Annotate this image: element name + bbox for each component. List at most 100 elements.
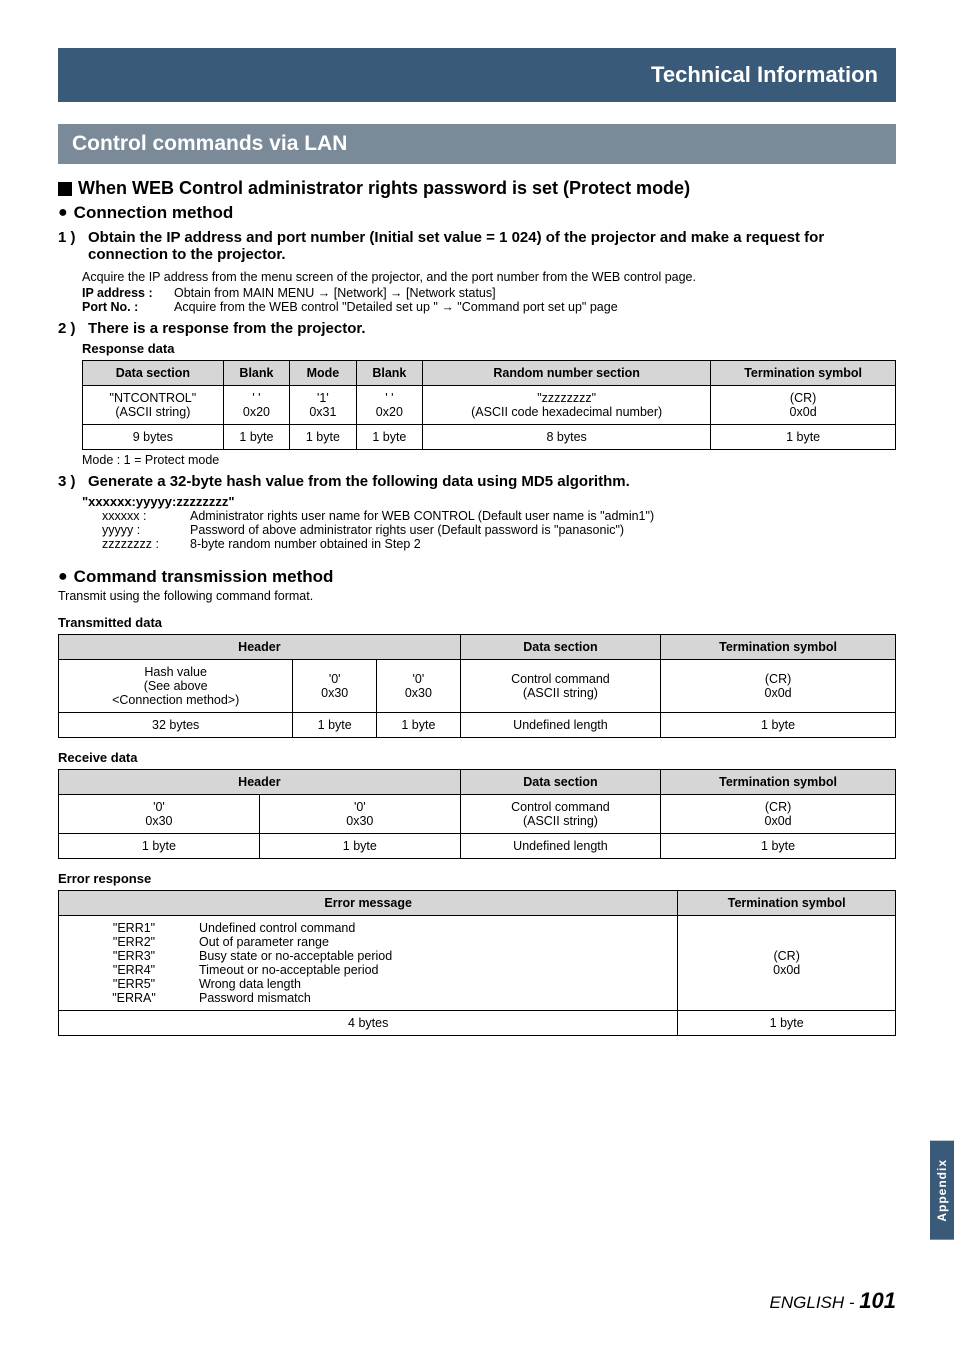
err-code: "ERRA" (69, 991, 199, 1005)
def-row: zzzzzzzz : 8-byte random number obtained… (102, 537, 896, 551)
td: 8 bytes (423, 424, 711, 449)
td: "NTCONTROL" (ASCII string) (83, 385, 224, 424)
step-2-num: 2 ) (58, 320, 82, 337)
err-msg-cell: "ERR1"Undefined control command "ERR2"Ou… (59, 915, 678, 1010)
step-3-title: Generate a 32-byte hash value from the f… (88, 473, 896, 490)
table-row: 9 bytes 1 byte 1 byte 1 byte 8 bytes 1 b… (83, 424, 896, 449)
page: Technical Information Control commands v… (0, 0, 954, 1350)
td: 1 byte (377, 712, 461, 737)
td: (CR) 0x0d (711, 385, 896, 424)
td: ' ' 0x20 (223, 385, 289, 424)
th: Header (59, 634, 461, 659)
step-3-num: 3 ) (58, 473, 82, 490)
rx-label: Receive data (58, 750, 896, 765)
td: '0' 0x30 (293, 659, 377, 712)
table-row: 1 byte 1 byte Undefined length 1 byte (59, 833, 896, 858)
td: 9 bytes (83, 424, 224, 449)
err-code: "ERR5" (69, 977, 199, 991)
section-title-banner: Control commands via LAN (58, 124, 896, 164)
err-term: (CR) 0x0d (678, 915, 896, 1010)
td: 1 byte (59, 833, 260, 858)
td: Control command (ASCII string) (460, 794, 660, 833)
table-row: 32 bytes 1 byte 1 byte Undefined length … (59, 712, 896, 737)
err-msg: Out of parameter range (199, 935, 329, 949)
tx-table: Header Data section Termination symbol H… (58, 634, 896, 738)
err-code: "ERR4" (69, 963, 199, 977)
port-key: Port No. : (82, 300, 168, 314)
err-msg: Undefined control command (199, 921, 355, 935)
td: 4 bytes (59, 1010, 678, 1035)
table-row: '0' 0x30 '0' 0x30 Control command (ASCII… (59, 794, 896, 833)
th: Blank (356, 360, 422, 385)
page-number: 101 (859, 1288, 896, 1313)
response-data-table: Data section Blank Mode Blank Random num… (82, 360, 896, 450)
th: Blank (223, 360, 289, 385)
th: Data section (460, 769, 660, 794)
td: Hash value (See above <Connection method… (59, 659, 293, 712)
td: 1 byte (678, 1010, 896, 1035)
h3-row-connection: ● Connection method (58, 203, 896, 223)
footer-lang: ENGLISH - (770, 1293, 860, 1312)
step-2-title: There is a response from the projector. (88, 320, 896, 337)
td: ' ' 0x20 (356, 385, 422, 424)
td: 1 byte (290, 424, 356, 449)
th: Random number section (423, 360, 711, 385)
h3-cmd: Command transmission method (74, 567, 334, 587)
th: Termination symbol (661, 769, 896, 794)
err-code: "ERR3" (69, 949, 199, 963)
mode-note: Mode : 1 = Protect mode (82, 453, 896, 467)
h2-row: When WEB Control administrator rights pa… (58, 178, 896, 199)
td: 1 byte (661, 833, 896, 858)
td: (CR) 0x0d (661, 794, 896, 833)
def-key: xxxxxx : (102, 509, 180, 523)
table-row: "ERR1"Undefined control command "ERR2"Ou… (59, 915, 896, 1010)
def-row: yyyyy : Password of above administrator … (102, 523, 896, 537)
err-code: "ERR2" (69, 935, 199, 949)
td: Undefined length (460, 712, 660, 737)
port-row: Port No. : Acquire from the WEB control … (82, 300, 896, 314)
td: '0' 0x30 (59, 794, 260, 833)
err-msg: Busy state or no-acceptable period (199, 949, 392, 963)
ip-address-row: IP address : Obtain from MAIN MENU → [Ne… (82, 286, 896, 300)
def-row: xxxxxx : Administrator rights user name … (102, 509, 896, 523)
err-code: "ERR1" (69, 921, 199, 935)
td: Undefined length (460, 833, 660, 858)
def-key: zzzzzzzz : (102, 537, 180, 551)
response-data-label: Response data (82, 341, 896, 356)
td: 1 byte (356, 424, 422, 449)
page-header-banner: Technical Information (58, 48, 896, 102)
def-val: Administrator rights user name for WEB C… (190, 509, 654, 523)
th: Termination symbol (678, 890, 896, 915)
hash-format: "xxxxxx:yyyyy:zzzzzzzz" (82, 494, 896, 509)
table-header-row: Header Data section Termination symbol (59, 634, 896, 659)
td: (CR) 0x0d (661, 659, 896, 712)
th: Mode (290, 360, 356, 385)
td: '1' 0x31 (290, 385, 356, 424)
table-row: Hash value (See above <Connection method… (59, 659, 896, 712)
err-label: Error response (58, 871, 896, 886)
err-msg: Wrong data length (199, 977, 301, 991)
table-row: 4 bytes 1 byte (59, 1010, 896, 1035)
td: Control command (ASCII string) (460, 659, 660, 712)
h3-row-cmd: ● Command transmission method (58, 567, 896, 587)
appendix-tab: Appendix (930, 1141, 954, 1240)
th: Header (59, 769, 461, 794)
step-1-title: Obtain the IP address and port number (I… (88, 229, 896, 263)
step-1-num: 1 ) (58, 229, 82, 263)
def-key: yyyyy : (102, 523, 180, 537)
table-header-row: Data section Blank Mode Blank Random num… (83, 360, 896, 385)
err-msg: Timeout or no-acceptable period (199, 963, 379, 977)
rx-table: Header Data section Termination symbol '… (58, 769, 896, 859)
step-3: 3 ) Generate a 32-byte hash value from t… (58, 473, 896, 490)
td: 1 byte (661, 712, 896, 737)
step-1-body: Acquire the IP address from the menu scr… (82, 269, 896, 286)
th: Termination symbol (661, 634, 896, 659)
td: 1 byte (293, 712, 377, 737)
td: 1 byte (259, 833, 460, 858)
def-val: Password of above administrator rights u… (190, 523, 624, 537)
hash-defs: xxxxxx : Administrator rights user name … (102, 509, 896, 551)
cmd-intro: Transmit using the following command for… (58, 589, 896, 603)
th: Error message (59, 890, 678, 915)
th: Termination symbol (711, 360, 896, 385)
h2-title: When WEB Control administrator rights pa… (78, 178, 690, 199)
